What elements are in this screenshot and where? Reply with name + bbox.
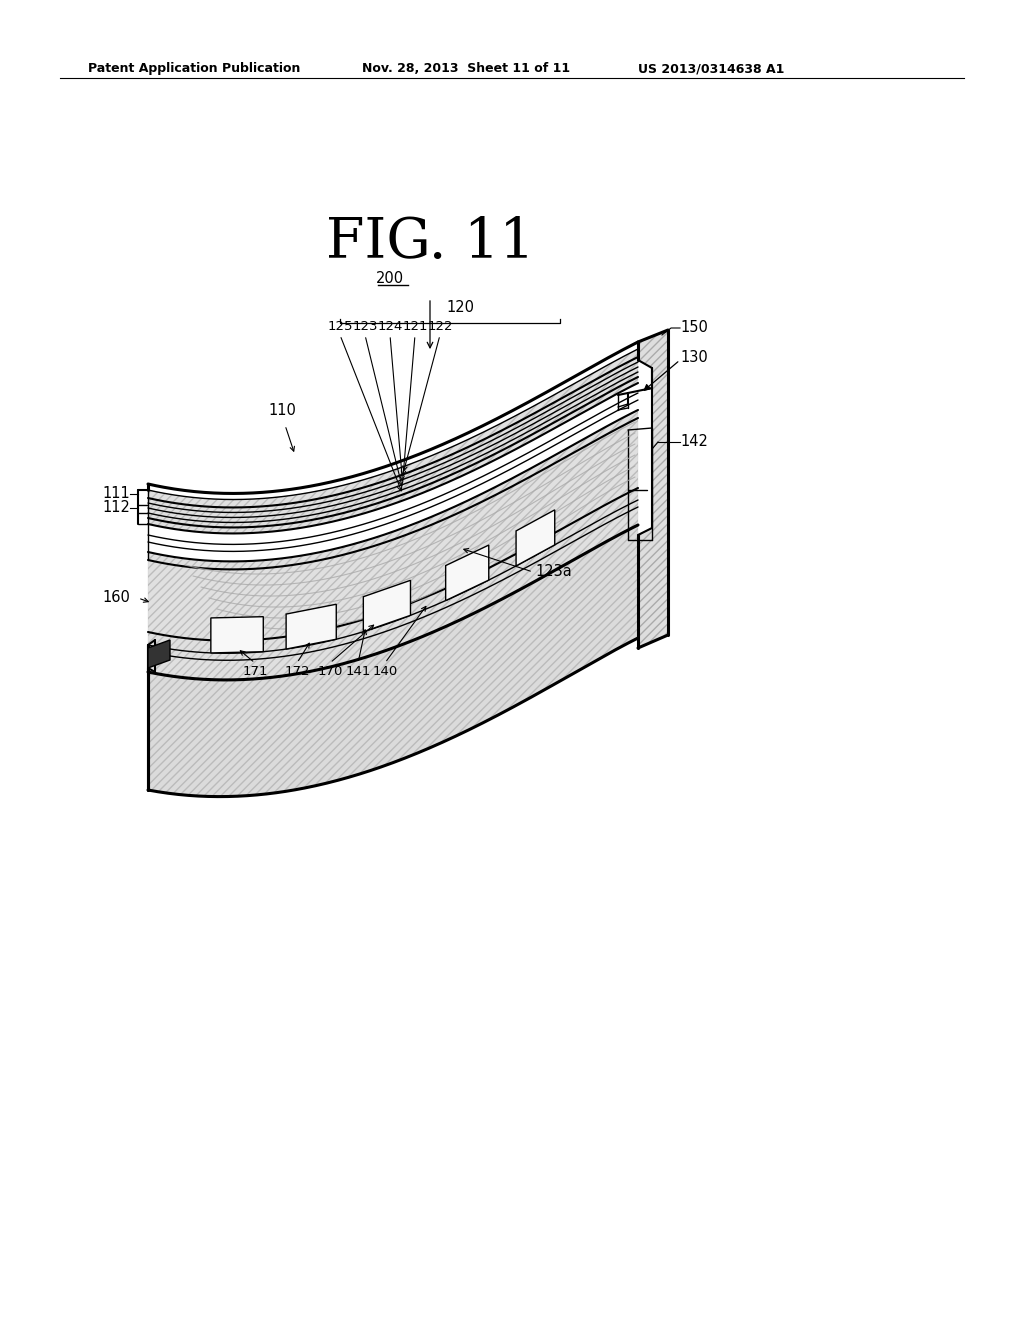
Text: 160: 160 xyxy=(102,590,130,606)
Text: 124: 124 xyxy=(377,319,402,333)
Text: 123: 123 xyxy=(352,319,378,333)
Text: 200: 200 xyxy=(376,271,404,286)
Polygon shape xyxy=(445,545,488,601)
Text: 125: 125 xyxy=(328,319,352,333)
Text: Patent Application Publication: Patent Application Publication xyxy=(88,62,300,75)
Text: 172: 172 xyxy=(285,665,309,678)
Polygon shape xyxy=(148,640,170,668)
Text: 140: 140 xyxy=(373,665,397,678)
Polygon shape xyxy=(638,330,668,648)
Polygon shape xyxy=(148,525,638,796)
Text: 121: 121 xyxy=(402,319,428,333)
Polygon shape xyxy=(148,411,638,680)
Text: 130: 130 xyxy=(680,351,708,366)
Polygon shape xyxy=(364,581,411,632)
Polygon shape xyxy=(211,616,263,653)
Text: 120: 120 xyxy=(446,300,474,315)
Text: Nov. 28, 2013  Sheet 11 of 11: Nov. 28, 2013 Sheet 11 of 11 xyxy=(362,62,570,75)
Text: 122: 122 xyxy=(427,319,453,333)
Text: US 2013/0314638 A1: US 2013/0314638 A1 xyxy=(638,62,784,75)
Text: 123a: 123a xyxy=(535,565,571,579)
Polygon shape xyxy=(286,605,336,649)
Text: 141: 141 xyxy=(345,665,371,678)
Polygon shape xyxy=(148,348,638,533)
Text: FIG. 11: FIG. 11 xyxy=(326,215,535,269)
Polygon shape xyxy=(516,510,555,566)
Text: 150: 150 xyxy=(680,321,708,335)
Text: 170: 170 xyxy=(317,665,343,678)
Text: 171: 171 xyxy=(243,665,267,678)
Text: 110: 110 xyxy=(268,403,296,418)
Text: 142: 142 xyxy=(680,434,708,450)
Text: 111: 111 xyxy=(102,487,130,502)
Text: 112: 112 xyxy=(102,500,130,516)
